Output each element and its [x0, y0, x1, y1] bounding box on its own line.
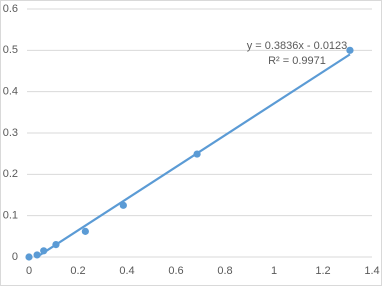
y-tick-label: 0.3	[3, 127, 18, 139]
trendline-r2: R² = 0.9971	[268, 55, 326, 67]
scatter-point	[346, 46, 354, 54]
x-tick-label: 0.4	[119, 265, 134, 277]
x-tick-label: 0	[26, 265, 32, 277]
x-tick-label: 0.8	[217, 265, 232, 277]
x-tick-label: 0.6	[168, 265, 183, 277]
trendline	[36, 53, 351, 258]
x-tick-label: 1.2	[315, 265, 330, 277]
x-tick-label: 1	[271, 265, 277, 277]
scatter-point	[33, 251, 41, 259]
scatter-point	[81, 227, 89, 235]
scatter-point	[52, 241, 60, 249]
y-tick-label: 0.1	[3, 210, 18, 222]
scatter-point	[193, 150, 201, 158]
trendline-equation: y = 0.3836x - 0.0123	[247, 40, 348, 52]
y-tick-label: 0	[12, 251, 18, 263]
y-tick-label: 0.6	[3, 3, 18, 15]
y-tick-label: 0.4	[3, 86, 18, 98]
scatter-point	[119, 201, 127, 209]
x-tick-label: 1.4	[364, 265, 379, 277]
scatter-point	[25, 253, 33, 261]
x-tick-label: 0.2	[70, 265, 85, 277]
y-tick-label: 0.2	[3, 168, 18, 180]
scatter-point	[40, 247, 48, 255]
y-tick-label: 0.5	[3, 44, 18, 56]
